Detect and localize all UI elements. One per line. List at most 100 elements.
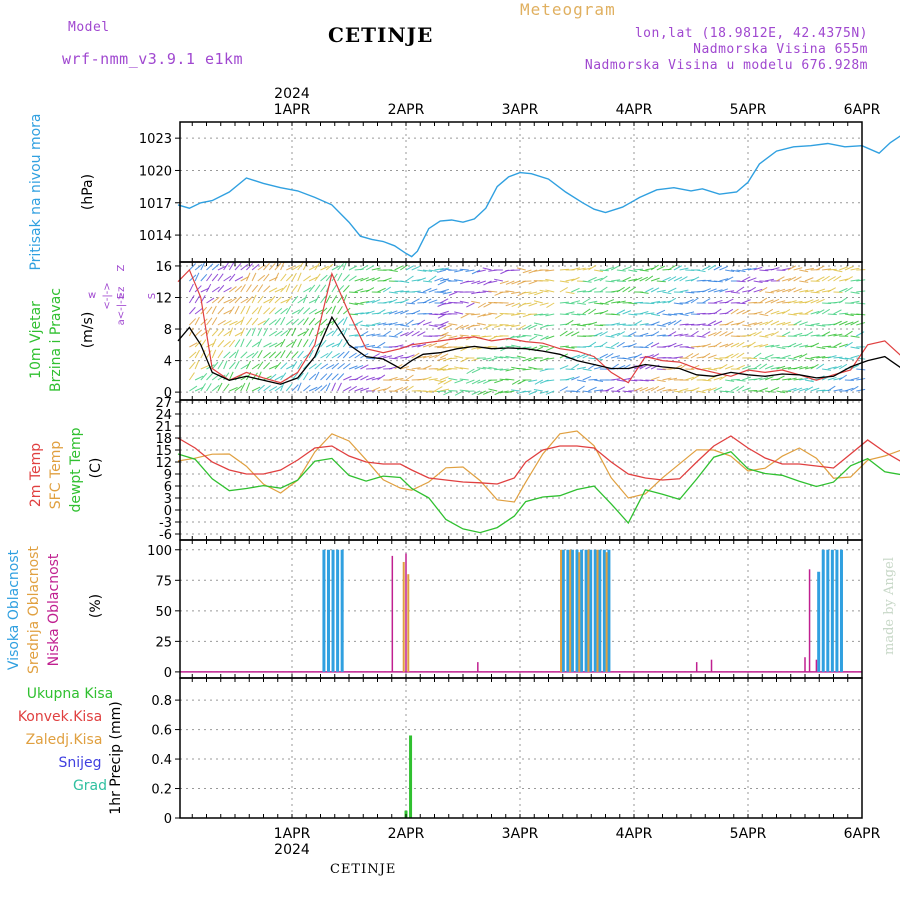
wind-barb — [713, 280, 723, 283]
cloud-bar-2 — [815, 659, 818, 672]
wind-barb — [297, 306, 305, 315]
wind-barb — [436, 346, 446, 349]
wind-barb — [576, 313, 587, 316]
compass-z-label: Z — [116, 264, 127, 271]
wind-barb — [667, 276, 677, 282]
wind-barb — [747, 277, 757, 282]
wind-barb — [616, 386, 626, 392]
wind-barb — [673, 265, 683, 271]
wind-barb — [366, 357, 376, 360]
y-tick-label: 18 — [155, 432, 172, 447]
wind-barb — [200, 306, 208, 315]
wind-barb — [605, 353, 614, 359]
wind-barb — [476, 367, 486, 370]
wind-barb — [816, 298, 825, 304]
wind-barb — [533, 300, 543, 304]
wind-barb — [428, 354, 438, 359]
wind-barb — [194, 316, 200, 326]
wind-barb — [274, 262, 282, 271]
wind-barb — [713, 386, 723, 392]
wind-barb — [476, 322, 486, 326]
wind-barb — [685, 346, 695, 349]
wind-barb — [622, 310, 632, 315]
wind-barb — [822, 268, 832, 271]
wind-barb — [320, 307, 328, 315]
wind-barb — [662, 321, 672, 326]
wind-barb — [388, 310, 398, 315]
wind-barb — [844, 321, 854, 326]
cloud-bar-0 — [602, 549, 606, 672]
wind-barb — [194, 272, 200, 282]
wind-barb — [804, 386, 814, 392]
wind-barb — [257, 274, 266, 282]
wind-barb — [405, 354, 415, 359]
wind-barb — [325, 263, 334, 271]
wind-barb — [471, 313, 481, 316]
wind-barb — [257, 384, 265, 392]
wind-barb — [516, 267, 526, 271]
wind-barb — [274, 351, 282, 359]
wind-barb — [337, 351, 345, 359]
wind-barb — [594, 269, 604, 273]
wind-barb — [776, 276, 785, 282]
wind-barb — [685, 311, 695, 315]
wind-barb — [528, 390, 538, 395]
wind-barb — [616, 379, 626, 382]
wind-barb — [325, 330, 334, 337]
wind-barb — [360, 277, 369, 282]
wind-barb — [297, 382, 302, 392]
dewpt-axis-title: dewpt Temp — [68, 427, 84, 512]
wind-barb — [690, 387, 700, 392]
wind-barb — [348, 275, 357, 282]
cloud-bar-0 — [326, 549, 330, 672]
wind-barb — [856, 290, 866, 293]
wind-barb — [411, 310, 421, 315]
pressure-units-label: (hPa) — [80, 174, 96, 210]
cloud-bar-0 — [589, 549, 593, 672]
wind-barb — [280, 330, 289, 337]
y-tick-label: 0.2 — [151, 783, 172, 798]
wind-barb — [251, 307, 259, 315]
wind-barb — [263, 285, 271, 293]
wind-barb — [576, 324, 586, 327]
wind-barb — [325, 273, 333, 282]
wind-barb — [263, 273, 270, 282]
wind-barb — [588, 276, 597, 282]
wind-barb — [730, 308, 739, 315]
wind-barb — [251, 327, 256, 337]
wind-barb — [639, 346, 649, 349]
wind-barb — [280, 261, 285, 271]
wind-barb — [400, 331, 409, 337]
wind-barb — [342, 350, 350, 359]
precip-legend-1: Konvek.Kisa — [18, 709, 102, 725]
wind-barb — [645, 341, 654, 348]
wind-barb — [291, 309, 301, 315]
wind-barb — [753, 352, 762, 359]
wind-barb — [662, 300, 672, 304]
sfc-temp-axis-title: SFC Temp — [48, 441, 64, 510]
wind-barb — [799, 387, 809, 392]
wind-barb — [770, 289, 780, 293]
wind-barb — [189, 361, 196, 370]
wind-barb — [804, 277, 814, 282]
wind-barb — [223, 383, 230, 392]
wind-barb — [437, 324, 447, 330]
wind-barb — [405, 275, 414, 282]
wind-barb — [747, 286, 756, 293]
wind-barb — [787, 287, 797, 293]
wind-barb — [616, 286, 625, 293]
wind-barb — [571, 287, 580, 293]
y-tick-label: 6 — [164, 480, 172, 495]
wind-barb — [628, 286, 637, 293]
wind-barb — [782, 378, 792, 381]
wind-barb — [440, 376, 449, 381]
wind-barb — [308, 265, 318, 271]
wind-barb — [442, 368, 452, 371]
wind-barb — [804, 299, 814, 304]
wind-barb — [713, 376, 723, 381]
wind-barb — [673, 333, 683, 337]
wind-axis-title-2: Brzina i Pravac — [48, 288, 64, 392]
wind-barb — [285, 274, 293, 282]
wind-barb — [650, 342, 660, 348]
wind-barb — [331, 284, 338, 293]
